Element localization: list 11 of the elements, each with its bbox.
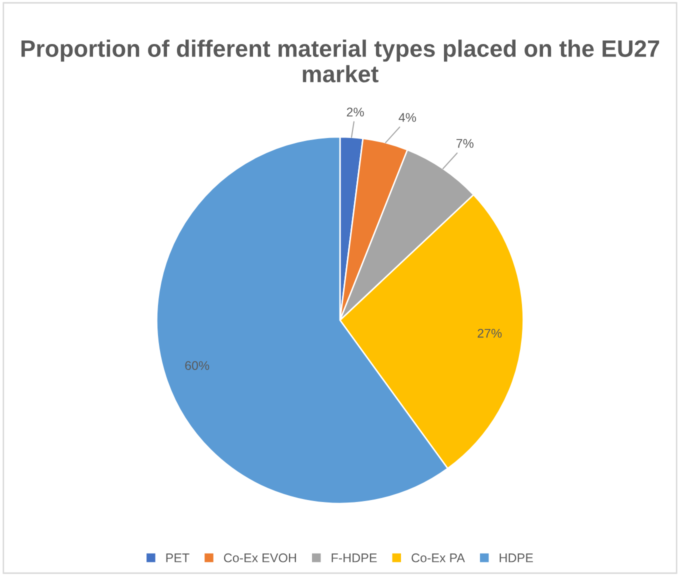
legend-label: F-HDPE (332, 554, 377, 562)
data-label: 4% (398, 113, 416, 122)
data-label: 7% (456, 139, 474, 148)
data-label: 2% (346, 108, 364, 116)
legend-label: Co-Ex EVOH (224, 553, 296, 562)
data-label: 27% (478, 328, 502, 338)
data-label: 60% (185, 361, 210, 370)
legend-label: HDPE (500, 554, 533, 562)
legend-label: PET (166, 554, 190, 562)
legend-label: Co-Ex PA (412, 553, 465, 562)
chart-title: Proportion of different material types placed on the EU27 market (21, 40, 660, 82)
